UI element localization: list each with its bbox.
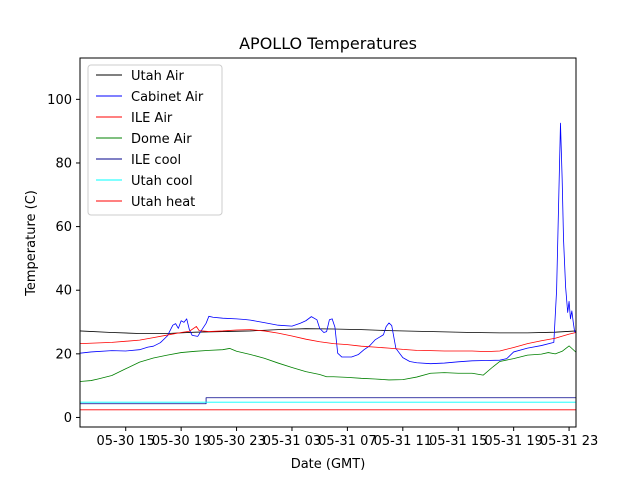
plot-area <box>80 122 576 411</box>
x-tick-label: 05-31 03 <box>263 434 321 449</box>
legend-label-cabinet-air: Cabinet Air <box>131 90 204 105</box>
legend-label-utah-cool: Utah cool <box>131 174 193 189</box>
x-tick-label: 05-31 23 <box>540 434 598 449</box>
y-axis-ticks: 0 20 40 60 80 100 <box>47 93 80 426</box>
x-tick-label: 05-31 07 <box>318 434 376 449</box>
x-axis-label: Date (GMT) <box>291 457 366 472</box>
series-line-cabinet-air <box>80 122 576 365</box>
x-tick-label: 05-31 19 <box>484 434 542 449</box>
y-tick-label: 60 <box>55 220 72 235</box>
legend-label-utah-air: Utah Air <box>131 69 184 84</box>
y-tick-label: 40 <box>55 284 72 299</box>
y-tick-label: 100 <box>47 93 72 108</box>
y-axis-label: Temperature (C) <box>24 190 39 297</box>
y-tick-label: 0 <box>64 411 72 426</box>
series-line-utah-air <box>80 328 576 334</box>
series-line-ile-air <box>80 326 576 353</box>
legend-label-dome-air: Dome Air <box>131 132 192 147</box>
x-tick-label: 05-30 15 <box>96 434 154 449</box>
legend-label-utah-heat: Utah heat <box>131 195 195 210</box>
y-tick-label: 80 <box>55 156 72 171</box>
legend-label-ile-air: ILE Air <box>131 111 173 126</box>
x-tick-label: 05-30 23 <box>207 434 265 449</box>
x-tick-label: 05-31 15 <box>429 434 487 449</box>
series-line-ile-cool <box>80 397 576 405</box>
series-line-dome-air <box>80 345 576 382</box>
chart-title: APOLLO Temperatures <box>239 34 417 53</box>
plot-frame <box>79 57 577 428</box>
y-tick-label: 20 <box>55 347 72 362</box>
legend-box <box>87 64 223 216</box>
legend: Utah Air Cabinet Air ILE Air Dome Air ILE co… <box>87 64 223 216</box>
x-tick-label: 05-31 11 <box>374 434 432 449</box>
x-tick-label: 05-30 19 <box>152 434 210 449</box>
legend-label-ile-cool: ILE cool <box>131 153 181 168</box>
